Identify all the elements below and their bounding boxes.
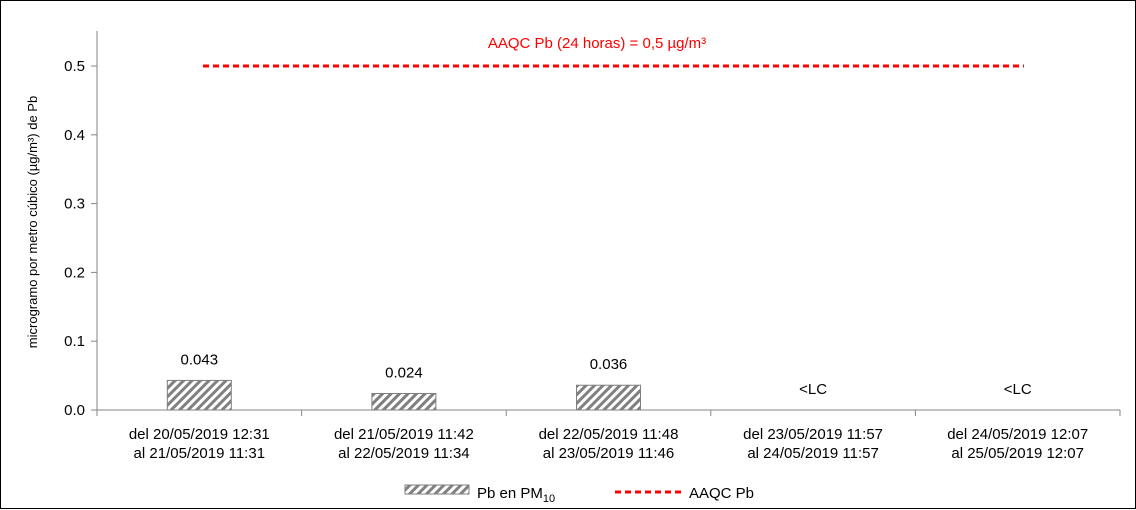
category-label: al 25/05/2019 12:07	[951, 445, 1084, 462]
y-tick-label: 0.0	[64, 402, 85, 419]
y-axis-title: microgramo por metro cúbico (µg/m³) de P…	[25, 96, 40, 348]
y-tick-label: 0.5	[64, 58, 85, 75]
legend-subscript: 10	[543, 493, 555, 505]
data-label: 0.024	[385, 364, 423, 381]
reference-line-label: AAQC Pb (24 horas) = 0,5 µg/m³	[488, 35, 706, 52]
y-tick-label: 0.3	[64, 196, 85, 213]
category-label: del 20/05/2019 12:31	[129, 426, 270, 443]
data-label: 0.043	[181, 351, 219, 368]
reference-line-group: AAQC Pb (24 horas) = 0,5 µg/m³	[203, 35, 1024, 68]
data-label: 0.036	[590, 356, 628, 373]
category-label: del 23/05/2019 11:57	[743, 426, 883, 443]
bar	[576, 384, 641, 411]
data-labels: 0.043 0.024 0.036 <LC <LC	[181, 351, 1032, 398]
bar	[166, 379, 232, 411]
legend-line-label: AAQC Pb	[689, 485, 754, 502]
category-label: al 22/05/2019 11:34	[338, 445, 470, 462]
category-label: al 23/05/2019 11:46	[543, 445, 675, 462]
legend-bar-swatch	[404, 484, 470, 495]
bars	[166, 379, 641, 411]
category-label: del 22/05/2019 11:48	[539, 426, 679, 443]
data-label: <LC	[1004, 381, 1032, 398]
category-label: al 21/05/2019 11:31	[134, 445, 266, 462]
category-label: del 21/05/2019 11:42	[334, 426, 474, 443]
category-labels: del 20/05/2019 12:31 al 21/05/2019 11:31 d…	[129, 426, 1088, 462]
data-label: <LC	[799, 381, 827, 398]
y-tick-label: 0.2	[64, 264, 85, 281]
legend-bar-label: Pb en PM10	[477, 485, 555, 505]
category-label: del 24/05/2019 12:07	[947, 426, 1088, 443]
bar	[371, 392, 437, 411]
legend: Pb en PM10 AAQC Pb	[404, 484, 754, 505]
y-tick-label: 0.1	[64, 333, 85, 350]
y-axis-ticks: 0.0 0.1 0.2 0.3 0.4 0.5	[64, 58, 97, 419]
y-tick-label: 0.4	[64, 127, 85, 144]
category-label: al 24/05/2019 11:57	[747, 445, 879, 462]
